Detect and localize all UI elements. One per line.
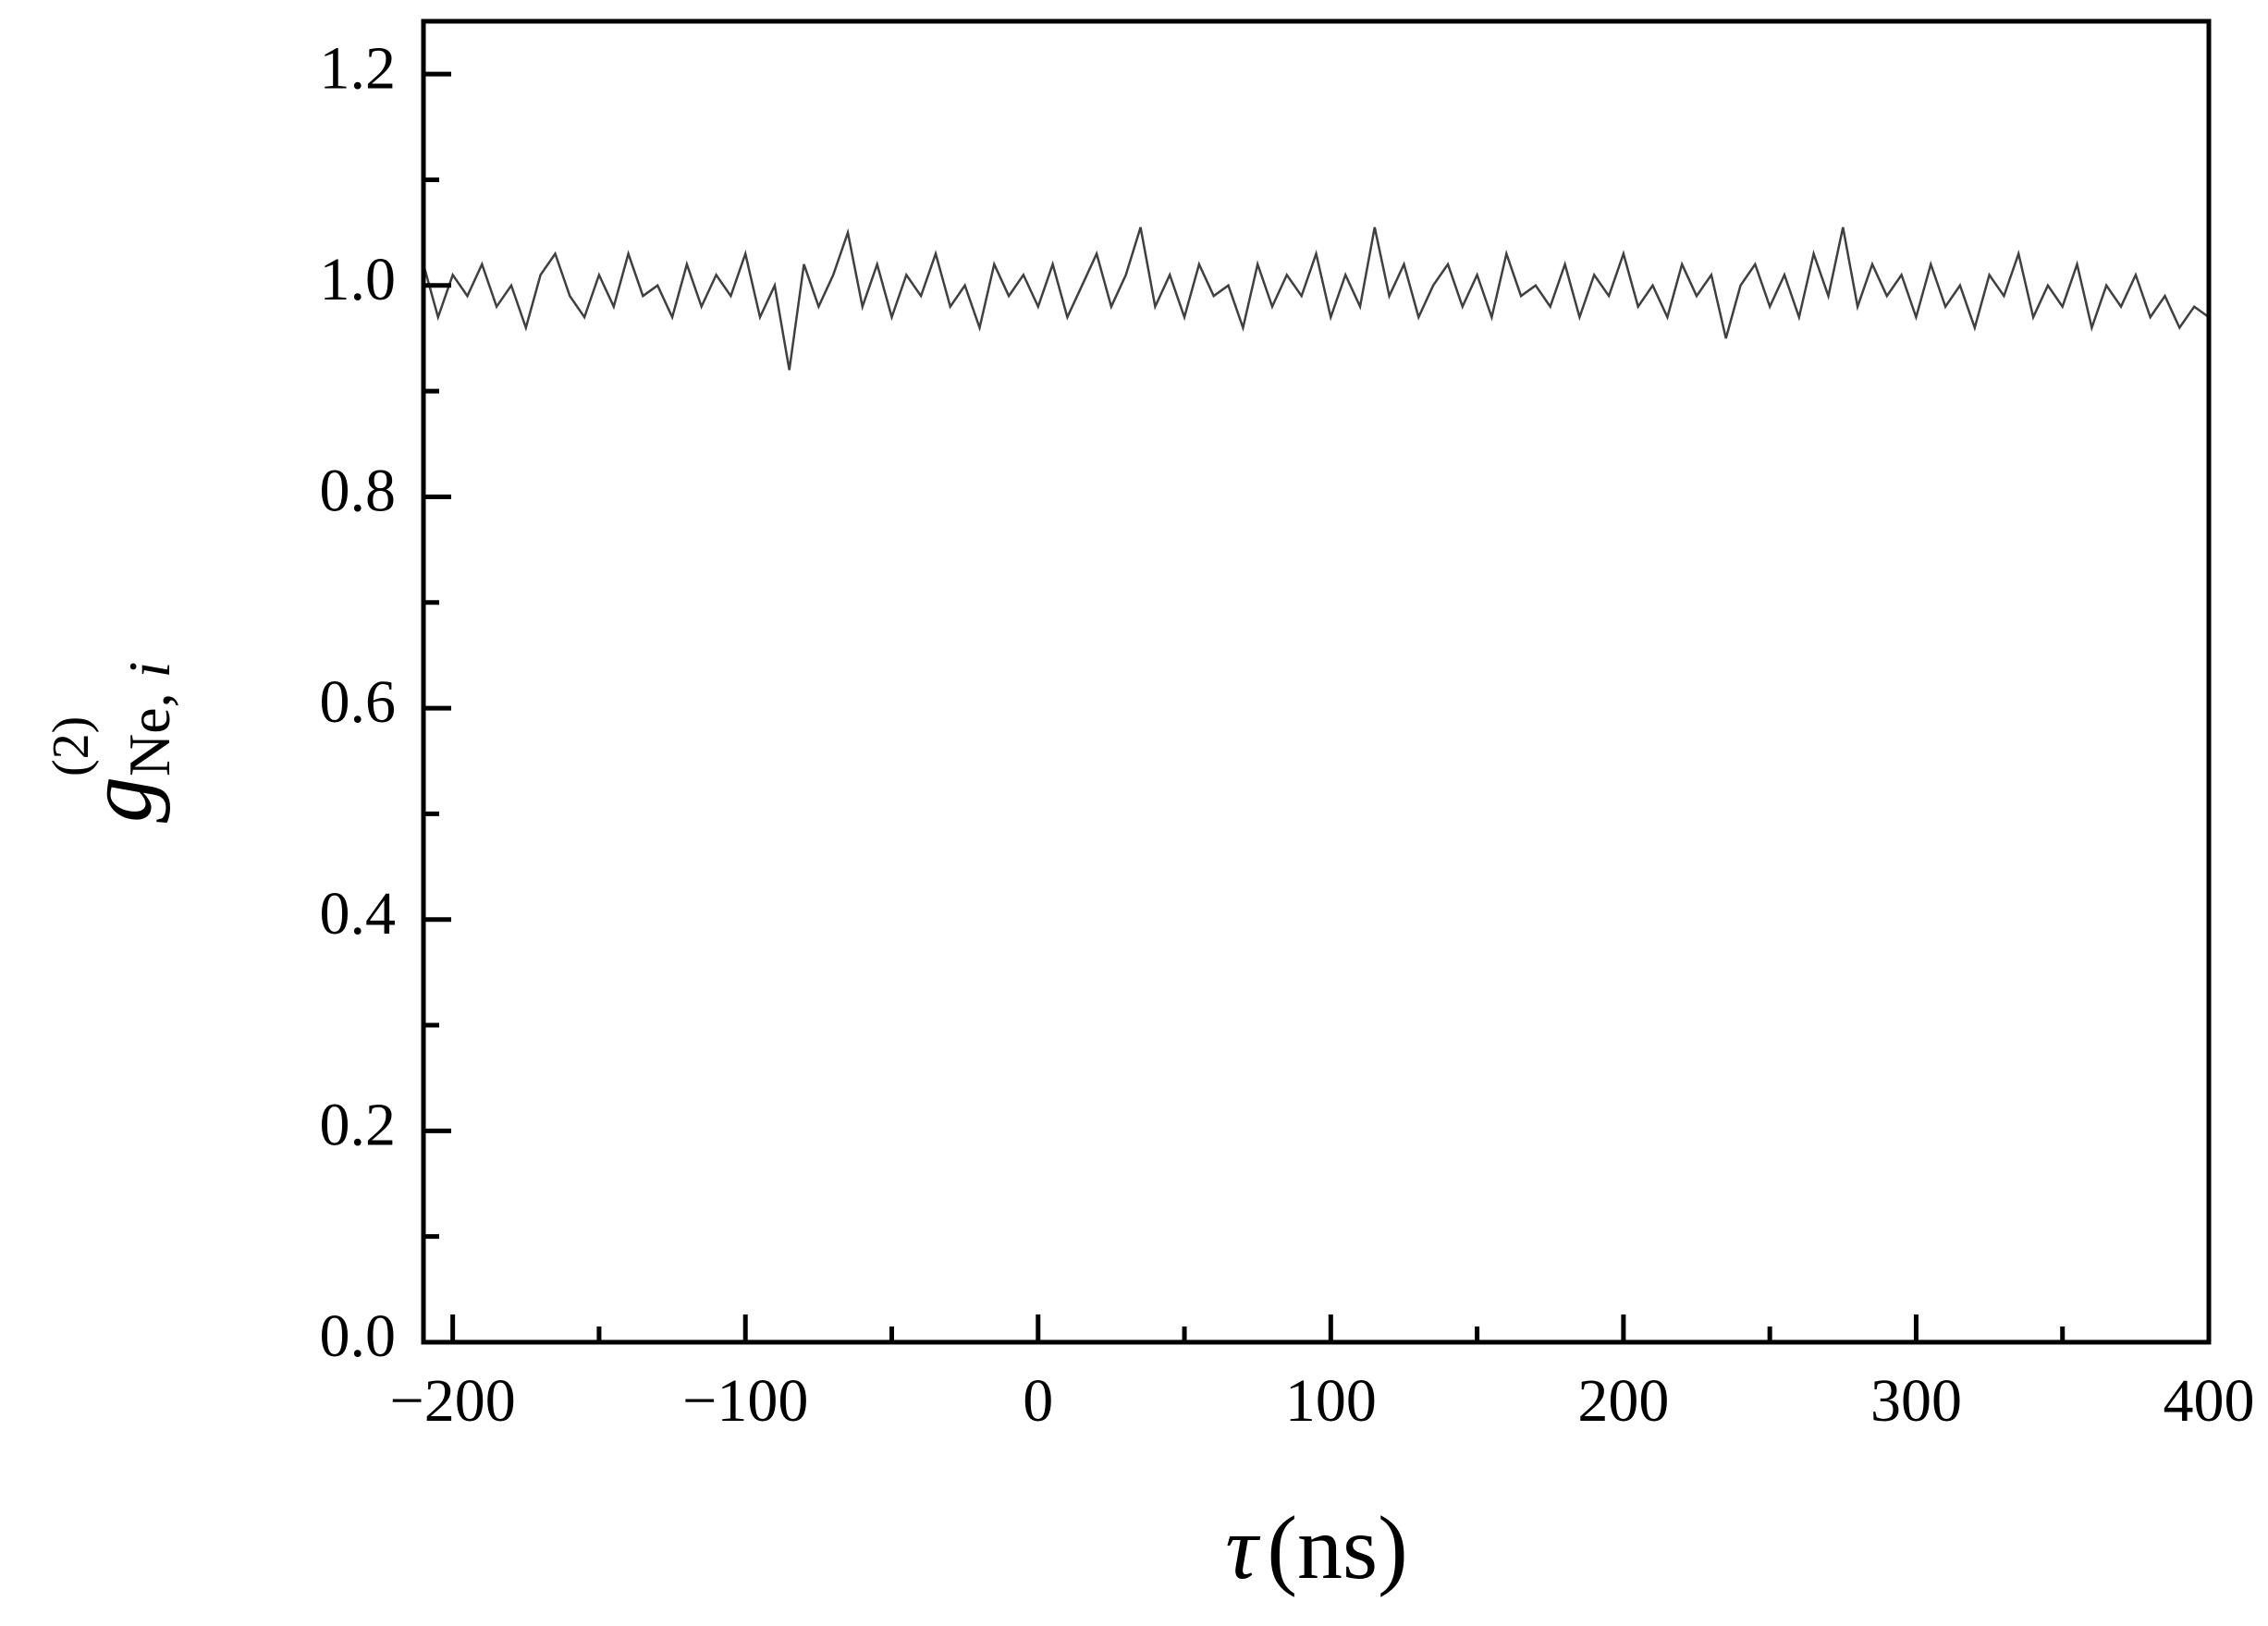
- x-tick-label: −100: [682, 1367, 808, 1435]
- y-tick-label: 1.2: [320, 34, 397, 102]
- x-axis-label: τ (ns): [1225, 1498, 1408, 1598]
- y-tick-label: 1.0: [320, 246, 397, 313]
- x-label-symbol: τ: [1225, 1498, 1261, 1598]
- y-tick-label: 0.4: [320, 880, 397, 947]
- x-tick-label: 0: [1023, 1367, 1053, 1435]
- data-line: [422, 226, 2210, 371]
- plot-frame: [421, 18, 2212, 1345]
- y-tick-label: 0.2: [320, 1092, 397, 1159]
- y-tick-label: 0.8: [320, 458, 397, 525]
- y-label-subscript: Ne, i: [116, 662, 182, 776]
- x-tick-label: 200: [1577, 1367, 1669, 1435]
- y-label-subscript-italic: i: [116, 662, 182, 679]
- y-label-subscript-text: Ne,: [116, 678, 182, 776]
- x-tick-label: 300: [1870, 1367, 1962, 1435]
- x-tick-label: 100: [1285, 1367, 1377, 1435]
- x-tick-label: −200: [390, 1367, 516, 1435]
- x-tick-label: 400: [2164, 1367, 2255, 1435]
- y-tick-label: 0.0: [320, 1302, 397, 1370]
- y-label-symbol: g: [68, 776, 171, 823]
- x-label-unit: (ns): [1267, 1498, 1407, 1598]
- y-axis-label: g (2) Ne, i: [43, 662, 182, 823]
- y-tick-label: 0.6: [320, 668, 397, 736]
- y-label-superscript: (2): [43, 716, 100, 776]
